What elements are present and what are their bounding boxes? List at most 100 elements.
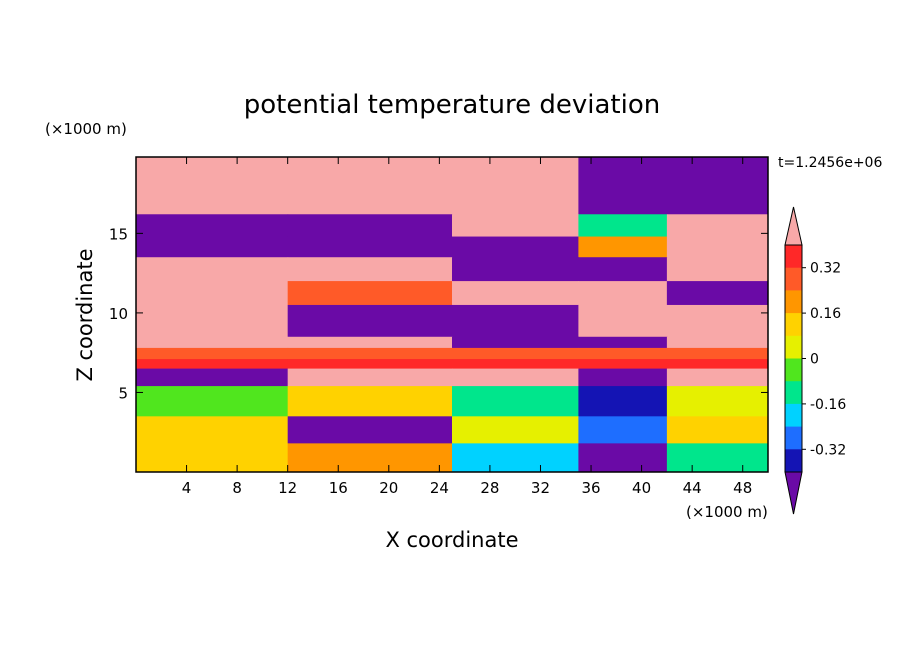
field-cell [452,347,579,360]
colorbar-extend-max [784,206,803,246]
field-cell [287,214,453,238]
field-cell [136,443,289,472]
x-tick-label: 8 [232,479,242,497]
field-cell [136,281,289,306]
colorbar-band [785,335,802,359]
x-tick-label: 48 [733,479,752,497]
field-cell [452,257,579,282]
field-cell [578,257,668,282]
colorbar-band [785,267,802,291]
colorbar-label: 0.32 [810,261,841,277]
x-tick-label: 44 [683,479,702,497]
field-cell [666,368,768,387]
x-tick-label: 36 [581,479,600,497]
x-tick-label: 32 [531,479,550,497]
field-cell [287,443,453,472]
field-cell [287,416,453,444]
y-units-label: (×1000 m) [45,120,127,138]
field-cell [287,336,453,349]
field-cell [666,336,768,349]
x-tick-label: 16 [329,479,348,497]
field-cell [666,386,768,417]
field-cell [578,416,668,444]
colorbar-label: 0.16 [810,306,841,322]
colorbar-label: -0.16 [810,397,846,413]
field-cell [452,236,579,258]
field-cell [666,214,768,238]
field-cell [136,214,289,238]
x-units-label: (×1000 m) [686,503,768,521]
field-cell [452,386,579,417]
field-cell [452,368,579,387]
field-cell [452,304,579,338]
field-cell [578,157,668,215]
field-cell [666,443,768,472]
field-cell [287,359,453,370]
field-cell [666,416,768,444]
field-cell [666,359,768,370]
colorbar-band [785,313,802,337]
field-cell [578,359,668,370]
field-cell [578,443,668,472]
field-cell [287,281,453,306]
field-cell [287,157,453,215]
field-cell [287,236,453,258]
field-cell [136,304,289,338]
field-cell [136,336,289,349]
field-cell [452,281,579,306]
chart-title: potential temperature deviation [244,90,660,120]
colorbar-label: -0.32 [810,442,846,458]
field-cell [287,257,453,282]
field-cell [452,359,579,370]
colorbar: 0.32 0.16 0 -0.16 -0.32 [784,206,846,515]
field-cell [136,368,289,387]
field-cell [136,157,289,215]
x-tick-label: 24 [430,479,449,497]
y-tick-label: 5 [118,384,128,402]
x-tick-label: 4 [182,479,192,497]
x-axis-label: X coordinate [385,528,518,552]
field-cell [136,236,289,258]
field-cell [666,236,768,258]
field-cell [578,347,668,360]
x-axis: 4 8 12 16 20 24 28 32 36 40 44 48 [182,157,752,497]
colorbar-band [785,290,802,314]
colorbar-band [785,381,802,405]
x-tick-label: 20 [379,479,398,497]
contour-field [136,157,768,472]
field-cell [452,416,579,444]
field-cell [578,336,668,349]
field-cell [136,347,289,360]
field-cell [578,281,668,306]
field-cell [136,386,289,417]
field-cell [452,443,579,472]
y-tick-label: 15 [109,225,128,243]
colorbar-band [785,403,802,427]
colorbar-band [785,245,802,269]
time-label: t=1.2456e+06 [778,155,882,171]
field-cell [666,157,768,215]
field-cell [578,304,668,338]
field-cell [287,386,453,417]
field-cell [578,386,668,417]
colorbar-label: 0 [810,352,819,368]
field-cell [452,336,579,349]
x-tick-label: 40 [632,479,651,497]
colorbar-band [785,449,802,473]
field-cell [452,214,579,238]
field-cell [666,304,768,338]
field-cell [666,257,768,282]
field-cell [452,157,579,215]
field-cell [287,304,453,338]
y-axis: 5 10 15 [109,225,768,402]
field-cell [578,214,668,238]
field-cell [578,368,668,387]
colorbar-extend-min [784,471,803,515]
field-cell [136,359,289,370]
y-axis-label: Z coordinate [73,248,97,381]
field-cell [287,368,453,387]
field-cell [666,347,768,360]
field-cell [136,257,289,282]
field-cell [666,281,768,306]
